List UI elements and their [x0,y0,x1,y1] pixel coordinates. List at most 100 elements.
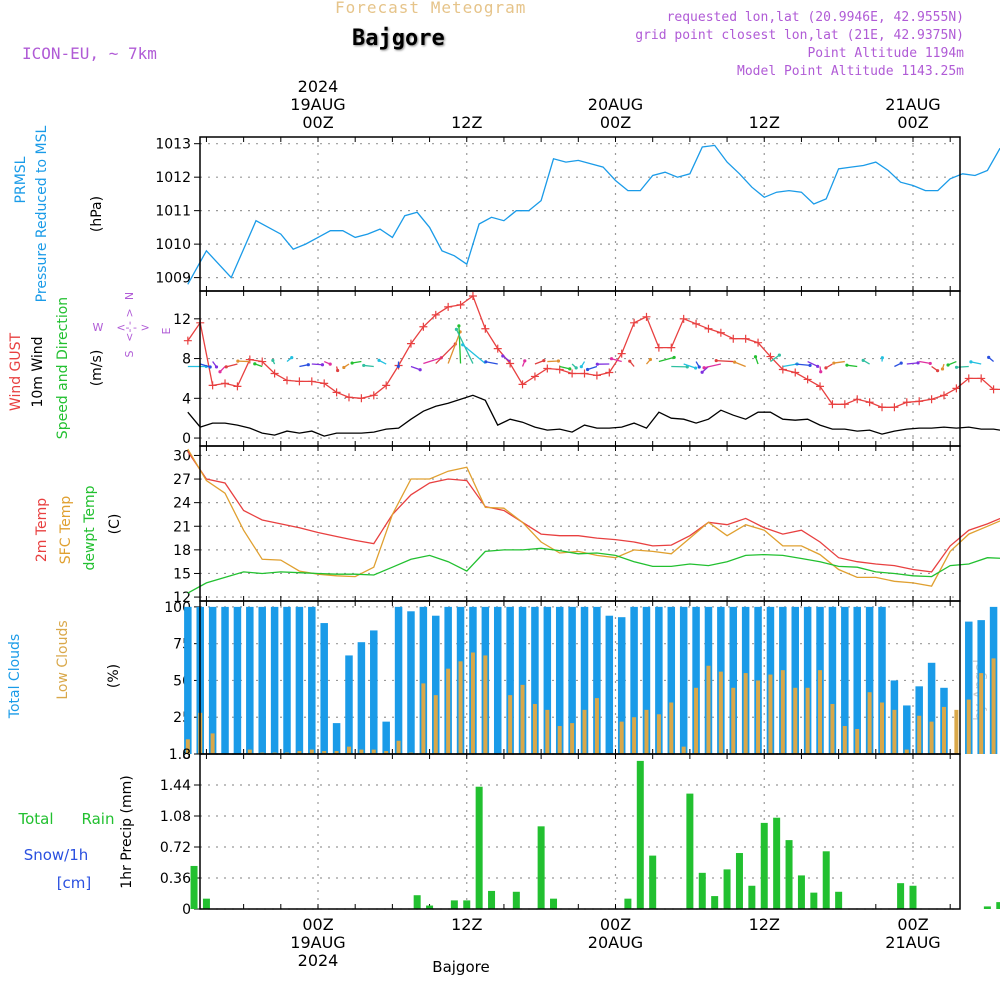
y-tick-label: 1.44 [160,778,191,794]
y-axis-label: 1hr Precip (mm) [119,775,135,888]
wind-direction-arrow [683,363,696,369]
low-cloud-bar [185,739,190,754]
top-axis-tick-label: 12Z [451,113,482,132]
total-cloud-bar [679,606,688,754]
precip-bar [822,851,830,909]
total-cloud-bar [593,606,601,754]
location-title: Bajgore [352,26,445,51]
gust-marker [431,310,440,319]
precip-bar [698,872,706,909]
gust-marker [667,343,676,352]
wind-direction-arrow-head [609,357,614,361]
total-cloud-bar [357,642,366,754]
panel-frame [199,136,961,292]
gust-marker [778,365,787,374]
panel-frame [199,445,961,602]
low-cloud-bar [979,673,984,754]
total-cloud-bar [655,606,663,754]
y-tick-label: 1012 [155,170,191,186]
y-tick-label: 0 [182,902,191,918]
total-cloud-bar [878,606,886,754]
total-cloud-bar [965,621,973,754]
gust-marker [865,398,874,407]
gust-marker [766,352,775,361]
gust-marker [816,382,825,391]
model-label: ICON-EU, ~ 7km [22,44,157,63]
wind-direction-arrow [587,365,598,371]
low-cloud-bar [532,703,537,754]
low-cloud-bar [830,703,835,754]
total-cloud-bar [791,606,799,754]
total-cloud-bar [642,606,651,754]
wind-direction-arrow [311,363,323,366]
wind-direction-arrow [559,365,570,370]
top-axis-tick-label: 00Z [302,113,333,132]
gust-marker [344,393,353,402]
gust-marker [878,403,887,412]
wind-direction-arrow-head [816,364,820,368]
gust-marker [605,368,614,377]
precip-bar [983,906,991,909]
bottom-axis-date: 19AUG [290,933,345,952]
wind-direction-arrow [770,354,780,363]
precip-bar [711,896,719,909]
wind-direction-arrow [410,365,421,371]
low-cloud-bar [210,733,215,754]
wind-direction-arrow [734,361,746,368]
bottom-axis-tick-label: 12Z [749,915,780,934]
precip-bar [550,898,558,909]
low-cloud-bar [632,717,637,754]
total-cloud-bar [580,606,589,754]
wind-direction-arrow [956,365,969,368]
panel-label: Pressure Reduced to MSL [34,125,50,302]
wind-direction-arrow [226,363,238,368]
total-cloud-bar [394,606,403,754]
low-cloud-bar [359,749,364,754]
wind-direction-arrow-head [899,361,903,365]
compass-ns-arrow: <- - > [123,308,136,341]
precip-bar [413,895,421,909]
gust-marker [617,349,626,358]
gust-marker [406,339,415,348]
gust-marker [704,324,713,333]
low-cloud-bar [421,683,426,754]
y-tick-label: 27 [173,472,191,488]
panel-label: dewpt Temp [82,485,98,570]
total-cloud-bar [233,606,242,754]
precip-bar [190,865,198,909]
wind-direction-arrow-head [306,363,310,367]
low-cloud-bar [892,709,897,754]
wind-direction-arrow-head [350,361,354,365]
low-cloud-bar [743,673,748,754]
gust-marker [493,344,502,353]
gust-marker [580,369,589,378]
grid-point-coords: grid point closest lon,lat (21E, 42.9375… [635,28,964,43]
wind-direction-arrow-head [916,361,920,365]
precip-bar [686,793,694,909]
low-cloud-bar [470,652,475,754]
gust-marker [369,391,378,400]
low-cloud-bar [904,749,909,754]
wind-direction-arrow-head [845,363,849,367]
gust-marker [456,300,465,309]
total-cloud-bar [605,615,614,754]
bottom-axis-tick-label: 00Z [897,915,928,934]
total-cloud-bar [493,606,502,754]
wind-direction-arrow-head [362,363,366,368]
wind-direction-arrow-head [457,324,461,328]
wind-direction-arrow-head [574,366,578,370]
top-axis-date: 21AUG [885,95,940,114]
low-cloud-bar [669,702,674,754]
wind-direction-arrow [703,363,722,369]
low-cloud-bar [309,749,314,754]
gust-marker [270,369,279,378]
top-axis-tick-label: 12Z [749,113,780,132]
wind-direction-arrow [970,361,982,365]
wind-direction-arrow-head [214,365,219,369]
total-cloud-bar [853,606,861,754]
precip-bar [426,905,434,909]
low-cloud-bar [768,674,773,754]
total-cloud-bar [828,606,837,754]
gust-marker [828,400,837,409]
